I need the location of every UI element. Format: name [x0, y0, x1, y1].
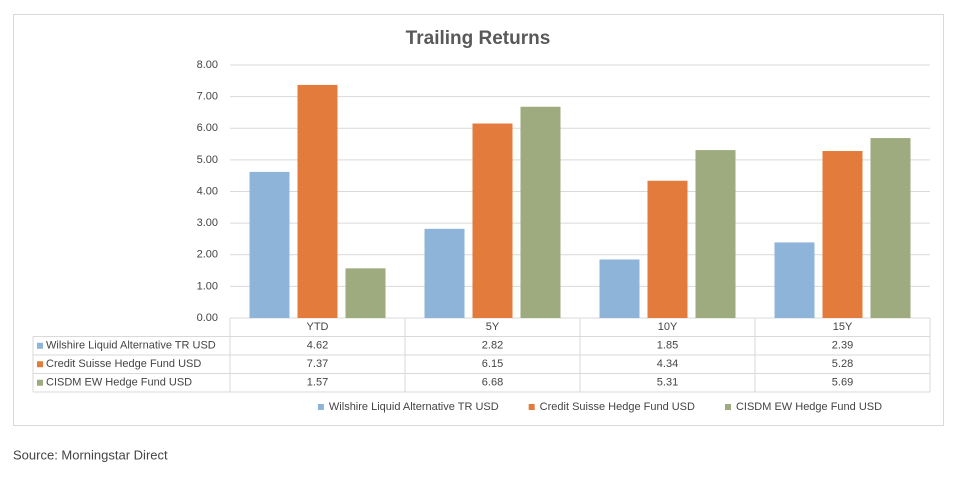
bar — [249, 171, 290, 318]
y-tick-label: 0.00 — [197, 312, 218, 324]
bar — [345, 268, 386, 318]
table-value: 4.62 — [307, 340, 328, 352]
table-legend-key — [37, 379, 43, 386]
table-value: 7.37 — [307, 358, 328, 370]
bar — [774, 242, 815, 318]
y-tick-label: 3.00 — [197, 217, 218, 229]
x-tick-label: 5Y — [486, 321, 500, 333]
legend-key — [317, 404, 324, 410]
table-value: 5.69 — [832, 377, 853, 389]
x-tick-label: 10Y — [658, 321, 678, 333]
table-value: 2.39 — [832, 340, 853, 352]
table-series-name: Credit Suisse Hedge Fund USD — [46, 358, 201, 370]
legend-key — [528, 404, 535, 410]
bar — [424, 228, 465, 318]
bar — [599, 259, 640, 318]
bar — [695, 150, 736, 318]
y-tick-label: 4.00 — [197, 185, 218, 197]
source-note: Source: Morningstar Direct — [13, 447, 168, 462]
x-tick-label: YTD — [307, 321, 329, 333]
table-value: 2.82 — [482, 340, 503, 352]
table-legend-key — [37, 361, 43, 368]
y-tick-label: 2.00 — [197, 249, 218, 261]
table-value: 1.85 — [657, 340, 678, 352]
table-value: 6.15 — [482, 358, 503, 370]
legend-label: Credit Suisse Hedge Fund USD — [540, 401, 695, 413]
bar — [297, 84, 338, 318]
y-tick-label: 6.00 — [197, 122, 218, 134]
legend-label: CISDM EW Hedge Fund USD — [736, 401, 882, 413]
bar — [647, 180, 688, 318]
bar — [822, 151, 863, 318]
y-tick-label: 1.00 — [197, 280, 218, 292]
legend-key — [724, 404, 731, 410]
bar — [870, 138, 911, 318]
y-tick-label: 7.00 — [197, 91, 218, 103]
bar — [472, 123, 513, 318]
table-legend-key — [37, 342, 43, 349]
y-tick-label: 8.00 — [197, 59, 218, 71]
x-tick-label: 15Y — [833, 321, 853, 333]
table-value: 4.34 — [657, 358, 678, 370]
table-value: 1.57 — [307, 377, 328, 389]
y-tick-label: 5.00 — [197, 154, 218, 166]
table-series-name: Wilshire Liquid Alternative TR USD — [46, 340, 216, 352]
legend-label: Wilshire Liquid Alternative TR USD — [329, 401, 499, 413]
table-value: 5.31 — [657, 377, 678, 389]
table-value: 5.28 — [832, 358, 853, 370]
chart-title: Trailing Returns — [406, 28, 551, 49]
table-series-name: CISDM EW Hedge Fund USD — [46, 377, 192, 389]
table-value: 6.68 — [482, 377, 503, 389]
bar — [520, 106, 561, 319]
